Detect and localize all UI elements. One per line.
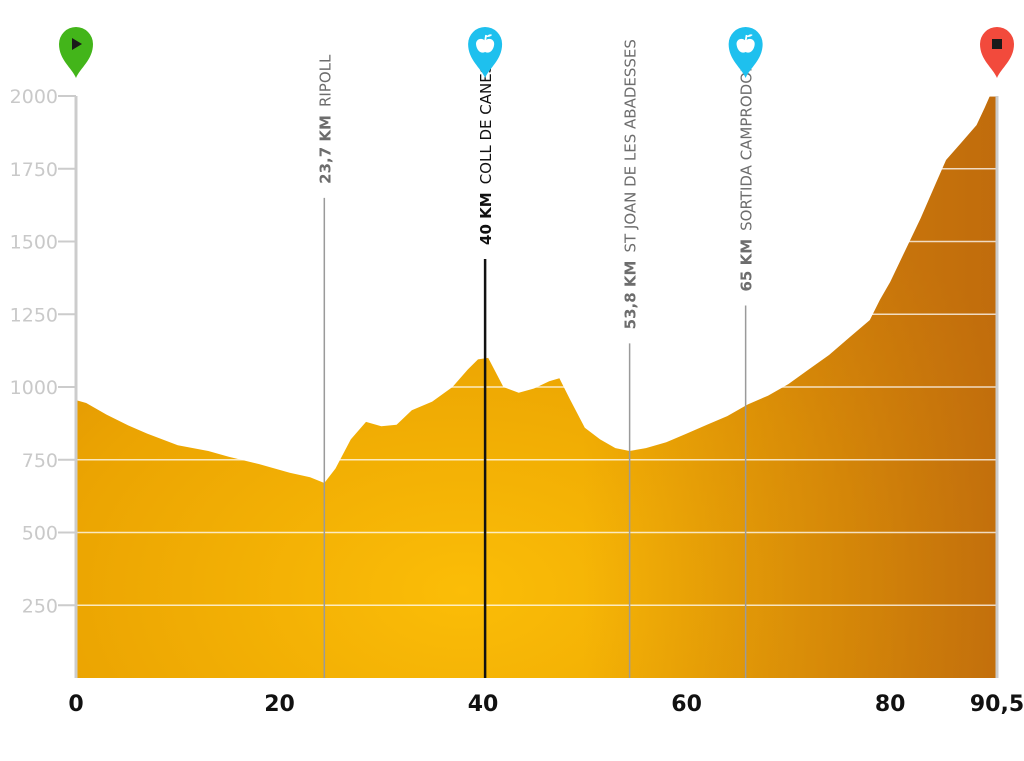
y-tick-label-1750: 1750 <box>10 159 58 181</box>
waypoint-name-2: ST JOAN DE LES ABADESSES <box>622 39 640 252</box>
waypoint-name-3: SORTIDA CAMPRODON <box>738 61 756 231</box>
x-tick-label-60: 60 <box>671 692 702 717</box>
x-tick-label-0: 0 <box>68 692 83 717</box>
x-tick-label-40: 40 <box>468 692 499 717</box>
y-tick-label-1000: 1000 <box>10 377 58 399</box>
y-tick-label-2000: 2000 <box>10 86 58 108</box>
y-tick-label-500: 500 <box>22 523 58 545</box>
y-tick-label-750: 750 <box>22 450 58 472</box>
map-pin-icon <box>728 27 763 78</box>
feed-marker-1 <box>468 27 503 78</box>
x-tick-label-90,5: 90,5 <box>970 692 1024 717</box>
x-tick-label-20: 20 <box>264 692 295 717</box>
waypoint-km-1: 40 KM <box>477 192 495 245</box>
apple-icon <box>476 34 495 53</box>
play-icon <box>72 38 82 50</box>
stop-icon <box>992 39 1002 49</box>
waypoint-text-2: 53,8 KM ST JOAN DE LES ABADESSES <box>622 39 640 329</box>
map-pin-icon <box>980 27 1014 78</box>
start-marker-0 <box>59 27 93 78</box>
y-tick-label-1500: 1500 <box>10 232 58 254</box>
finish-marker-3 <box>980 27 1014 78</box>
waypoint-label-0: 23,7 KM RIPOLL <box>316 54 334 184</box>
waypoint-label-3: 65 KM SORTIDA CAMPRODON <box>738 61 756 292</box>
waypoint-km-3: 65 KM <box>738 239 756 292</box>
y-tick-label-250: 250 <box>22 595 58 617</box>
waypoint-text-3: 65 KM SORTIDA CAMPRODON <box>738 61 756 292</box>
waypoint-label-2: 53,8 KM ST JOAN DE LES ABADESSES <box>622 39 640 329</box>
waypoint-name-0: RIPOLL <box>316 54 334 107</box>
waypoint-text-1: 40 KM COLL DE CANES <box>477 64 495 245</box>
feed-marker-2 <box>728 27 763 78</box>
waypoint-km-2: 53,8 KM <box>622 261 640 330</box>
y-tick-label-1250: 1250 <box>10 304 58 326</box>
waypoint-km-0: 23,7 KM <box>316 115 334 184</box>
waypoint-text-0: 23,7 KM RIPOLL <box>316 54 334 184</box>
map-pin-icon <box>468 27 503 78</box>
waypoint-label-1: 40 KM COLL DE CANES <box>477 64 495 245</box>
apple-icon <box>736 34 755 53</box>
map-pin-icon <box>59 27 93 78</box>
waypoint-name-1: COLL DE CANES <box>477 64 495 185</box>
x-tick-label-80: 80 <box>875 692 906 717</box>
